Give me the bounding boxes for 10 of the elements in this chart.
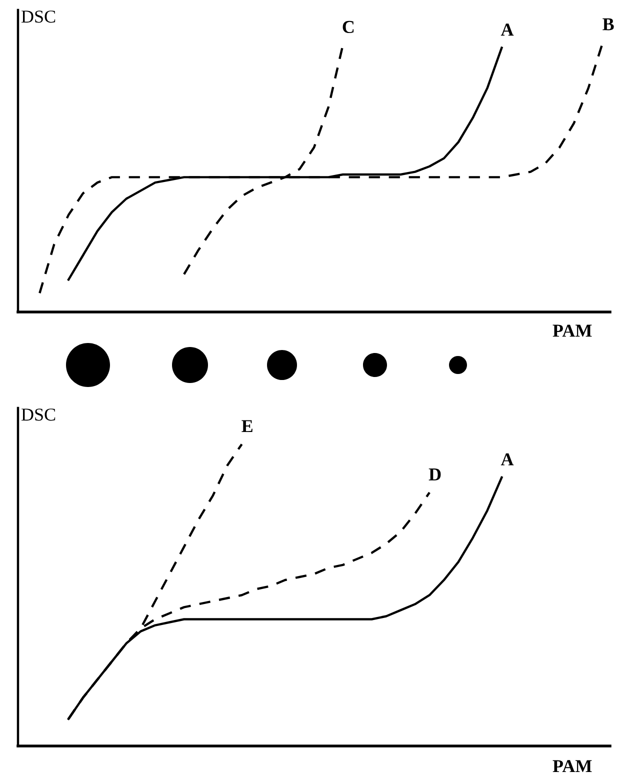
x-axis-title: PAM: [552, 324, 592, 337]
x-axis-title: PAM: [552, 760, 592, 772]
series-label: D: [428, 468, 441, 480]
series-label: E: [242, 420, 252, 432]
series-label: A: [500, 453, 514, 466]
series-label: B: [602, 18, 614, 30]
series-label: A: [500, 24, 514, 36]
y-axis-title: DSC: [21, 10, 56, 23]
series-label: C: [342, 20, 354, 34]
y-axis-title: DSC: [21, 408, 56, 421]
